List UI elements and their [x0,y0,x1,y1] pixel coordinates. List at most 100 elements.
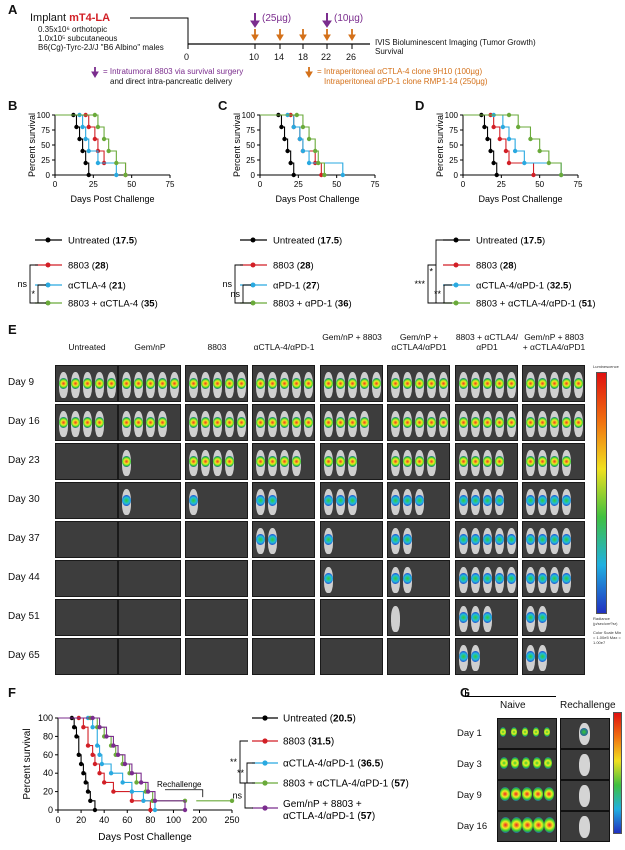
x-tick-label: 25 [89,180,98,189]
imaging-cell [320,443,383,480]
signal [348,495,357,506]
rechallenge-cell [560,780,610,811]
imaging-cell [455,521,518,558]
sig-bracket [242,284,251,304]
signal [336,378,345,389]
signal [471,612,480,623]
signal [562,495,571,506]
signal [372,378,381,389]
legend-orange-arrow [305,67,313,78]
sig-label: ** [230,757,238,767]
curve-marker [108,771,114,776]
curve-marker [86,124,91,130]
x-axis-label: Days Post Challenge [70,194,154,204]
orange-arrow-head [251,34,259,41]
signal [348,456,357,467]
survival-curve [260,114,325,175]
signal [134,417,143,428]
signal [511,727,517,737]
imaging-cell [522,599,585,636]
curve-marker [141,798,146,803]
signal [403,495,412,506]
legend-marker [45,237,51,243]
curve-marker [494,172,499,178]
signal [483,612,492,623]
curve-marker [83,780,88,785]
survival-plot-f: 0 20 40 60 80 100 0 20 40 60 80 100 200 250 Percent su… [22,713,409,843]
implant-line2: 1.0x10⁵ subcutaneous [38,34,118,43]
imaging-cell [55,521,118,558]
curve-marker [148,807,153,813]
dose-label-2: (10µg) [334,13,364,24]
sig-label: * [31,289,35,299]
signal [439,378,448,389]
signal [268,417,277,428]
mouse [391,606,400,632]
imaging-cell [387,599,450,636]
signal [427,378,436,389]
signal [500,757,508,769]
survival-curve [55,114,127,175]
curve-marker [76,752,81,757]
y-tick-label: 0 [48,805,53,815]
sig-label: *** [414,279,425,289]
signal [391,573,400,584]
signal [526,456,535,467]
imaging-cell [522,404,585,441]
timeline-ticks [187,44,353,49]
signal [324,573,333,584]
connector-line [465,690,556,697]
curve-marker [83,160,88,166]
legend-marker [250,262,256,268]
sig-label: ** [434,289,442,299]
signal [415,495,424,506]
x-axis-label: Days Post Challenge [478,194,562,204]
signal [483,456,492,467]
curve-marker [516,124,521,130]
signal [522,817,533,833]
signal [107,378,116,389]
row-header: Day 16 [457,821,488,832]
signal [324,417,333,428]
signal [360,417,369,428]
y-tick-label: 50 [41,141,50,150]
curve-marker [120,780,125,785]
column-header: 8803 [207,342,227,352]
x-tick-label: 40 [99,815,109,825]
legend-entry-line1: Gem/nP + 8803 + [283,799,362,810]
imaging-cell [252,404,315,441]
color-scale-scale-unit: Radiance (p/sec/cm²/sr) [593,616,618,626]
curve-marker [129,789,135,794]
curve-marker [99,761,105,767]
curve-marker [86,172,91,178]
curve-marker [537,148,542,154]
signal [538,573,547,584]
curve-marker [531,172,536,178]
orange-arrow-head [348,34,356,41]
signal [459,378,468,389]
signal [336,456,345,467]
signal [268,534,277,545]
signal [471,378,480,389]
rechallenge-cell [560,749,610,780]
legend-entry: 8803 (28) [273,261,314,272]
signal [544,787,554,801]
imaging-cell [455,638,518,675]
implant-line3: B6(Cg)-Tyrc-2J/J "B6 Albino" males [38,43,164,52]
implant-prefix: Implant [30,12,70,24]
signal [526,612,535,623]
signal [495,417,504,428]
dose-label-1: (25µg) [262,13,292,24]
ivis-label-2: Survival [375,47,404,56]
signal [292,378,301,389]
signal [213,378,222,389]
y-tick-label: 75 [246,126,255,135]
legend-entry: Untreated (17.5) [476,236,545,247]
curve-marker [111,789,116,794]
y-tick-label: 80 [43,731,53,741]
imaging-cell [185,560,248,597]
y-tick-label: 0 [46,171,51,180]
imaging-cell [252,443,315,480]
signal [237,417,246,428]
signal [526,378,535,389]
